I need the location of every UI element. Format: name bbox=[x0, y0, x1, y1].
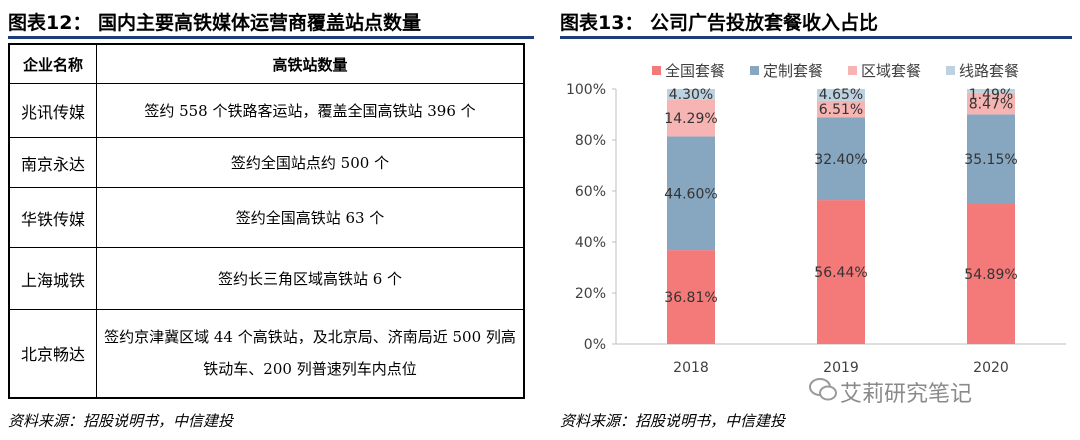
left-title-rule bbox=[8, 36, 534, 39]
legend-label: 区域套餐 bbox=[861, 62, 921, 80]
right-source-note: 资料来源：招股说明书，中信建投 bbox=[560, 412, 786, 430]
data-label: 4.65% bbox=[819, 87, 863, 103]
company-name: 北京畅达 bbox=[8, 309, 97, 398]
table-row: 上海城铁 签约长三角区域高铁站 6 个 bbox=[8, 247, 525, 310]
bar-segment bbox=[667, 99, 715, 137]
data-label: 14.29% bbox=[664, 111, 717, 127]
bar-segment bbox=[817, 200, 865, 344]
header-company-name: 企业名称 bbox=[8, 43, 97, 84]
data-label: 4.30% bbox=[669, 87, 713, 103]
data-label: 54.89% bbox=[964, 267, 1017, 283]
station-coverage-table: 企业名称 高铁站数量 兆讯传媒 签约 558 个铁路客运站，覆盖全国高铁站 39… bbox=[8, 43, 525, 399]
data-label: 56.44% bbox=[814, 265, 867, 281]
bar-segment bbox=[667, 250, 715, 344]
legend-label: 全国套餐 bbox=[665, 62, 725, 80]
bar-segment bbox=[967, 204, 1015, 344]
x-tick-label: 2018 bbox=[673, 360, 709, 376]
y-tick-label: 100% bbox=[566, 82, 606, 98]
legend-swatch bbox=[946, 66, 955, 75]
company-name: 上海城铁 bbox=[8, 247, 97, 310]
wechat-icon bbox=[809, 378, 837, 401]
data-label: 8.47% bbox=[969, 97, 1013, 113]
table-row: 南京永达 签约全国站点约 500 个 bbox=[8, 137, 525, 188]
legend-swatch bbox=[750, 66, 759, 75]
data-label: 1.49% bbox=[969, 87, 1013, 103]
table-row: 华铁传媒 签约全国高铁站 63 个 bbox=[8, 187, 525, 248]
y-tick-label: 0% bbox=[584, 337, 606, 353]
legend-label: 线路套餐 bbox=[959, 62, 1019, 80]
left-figure-title: 图表12： 国内主要高铁媒体运营商覆盖站点数量 bbox=[8, 12, 422, 34]
station-count: 签约 558 个铁路客运站，覆盖全国高铁站 396 个 bbox=[96, 83, 525, 138]
station-count: 签约长三角区域高铁站 6 个 bbox=[96, 247, 525, 310]
legend-label: 定制套餐 bbox=[763, 62, 823, 80]
station-count: 签约全国高铁站 63 个 bbox=[96, 187, 525, 248]
y-tick-label: 60% bbox=[575, 184, 606, 200]
bar-segment bbox=[817, 117, 865, 201]
data-label: 36.81% bbox=[664, 290, 717, 306]
watermark-text: 艾莉研究笔记 bbox=[840, 382, 973, 407]
company-name: 华铁传媒 bbox=[8, 187, 97, 248]
x-tick-label: 2020 bbox=[973, 360, 1009, 376]
bar-segment bbox=[967, 92, 1015, 115]
station-count: 签约京津冀区域 44 个高铁站，及北京局、济南局近 500 列高铁动车、200 … bbox=[96, 309, 525, 398]
data-label: 6.51% bbox=[819, 102, 863, 118]
y-tick-label: 80% bbox=[575, 133, 606, 149]
data-label: 35.15% bbox=[964, 152, 1017, 168]
bar-segment bbox=[817, 89, 865, 101]
right-figure-title: 图表13： 公司广告投放套餐收入占比 bbox=[560, 12, 879, 34]
company-name: 兆讯传媒 bbox=[8, 83, 97, 138]
bar-segment bbox=[667, 136, 715, 251]
header-station-count: 高铁站数量 bbox=[96, 43, 525, 84]
company-name: 南京永达 bbox=[8, 137, 97, 188]
data-label: 44.60% bbox=[664, 186, 717, 202]
bar-segment bbox=[667, 89, 715, 100]
x-tick-label: 2019 bbox=[823, 360, 859, 376]
legend-swatch bbox=[848, 66, 857, 75]
left-source-note: 资料来源：招股说明书，中信建投 bbox=[8, 412, 234, 430]
right-title-rule bbox=[560, 36, 1072, 39]
table-header-row: 企业名称 高铁站数量 bbox=[8, 43, 525, 84]
revenue-share-chart: 0% 20% 40% 60% 80% 100% 全国套餐 定制套餐 区域套餐 线路套餐 36.81%… bbox=[566, 62, 1066, 376]
y-tick-label: 40% bbox=[575, 235, 606, 251]
table-row: 兆讯传媒 签约 558 个铁路客运站，覆盖全国高铁站 396 个 bbox=[8, 83, 525, 138]
bar-segment bbox=[967, 89, 1015, 93]
bar-segment bbox=[967, 114, 1015, 205]
station-count: 签约全国站点约 500 个 bbox=[96, 137, 525, 188]
legend-swatch bbox=[652, 66, 661, 75]
table-row: 北京畅达 签约京津冀区域 44 个高铁站，及北京局、济南局近 500 列高铁动车… bbox=[8, 309, 525, 398]
bar-segment bbox=[817, 100, 865, 118]
data-label: 32.40% bbox=[814, 152, 867, 168]
y-tick-label: 20% bbox=[575, 286, 606, 302]
